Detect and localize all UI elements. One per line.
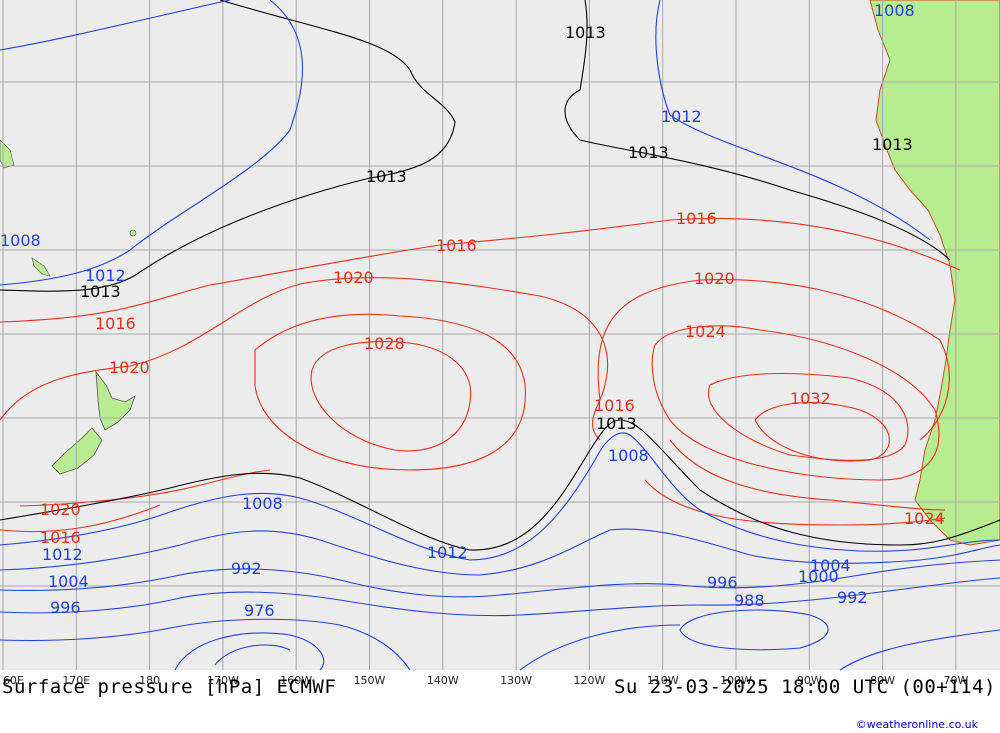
isobars-1013 <box>0 0 1000 551</box>
isobar-label: 1012 <box>85 266 126 285</box>
isobar-label: 1004 <box>810 556 851 575</box>
credit-link[interactable]: ©weatheronline.co.uk <box>855 718 978 731</box>
isobar-label: 1016 <box>594 396 635 415</box>
isobar-label: 1013 <box>628 143 669 162</box>
longitude-label: 60E <box>3 674 24 687</box>
longitude-labels: 60E 170E 180 170W 160W 150W 140W 130W 120W 110W 10… <box>3 674 968 687</box>
isobar-label: 996 <box>50 598 81 617</box>
longitude-label: 180 <box>139 674 160 687</box>
isobar-label: 1012 <box>427 543 468 562</box>
isobar-label: 1008 <box>0 231 41 250</box>
longitude-label: 170E <box>62 674 90 687</box>
isobar-labels: 1013 1013 1013 1013 1013 1013 1016 1016 … <box>0 1 945 620</box>
isobar-label: 1020 <box>694 269 735 288</box>
isobar-label: 1016 <box>40 528 81 547</box>
longitude-label: 130W <box>500 674 532 687</box>
chart-title: Surface pressure [hPa] ECMWF <box>2 676 337 698</box>
longitude-label: 90W <box>797 674 822 687</box>
isobar-label: 1020 <box>333 268 374 287</box>
isobar-label: 1032 <box>790 389 831 408</box>
isobar-label: 1024 <box>685 322 726 341</box>
valid-time: Su 23-03-2025 18:00 UTC (00+114) <box>613 676 996 698</box>
isobar-label: 976 <box>244 601 275 620</box>
isobar-label: 992 <box>837 588 868 607</box>
longitude-label: 100W <box>720 674 752 687</box>
isobar-label: 1012 <box>42 545 83 564</box>
isobar-label: 1013 <box>596 414 637 433</box>
isobar-label: 1008 <box>874 1 915 20</box>
longitude-label: 140W <box>427 674 459 687</box>
isobar-label: 988 <box>734 591 765 610</box>
isobar-label: 1028 <box>364 334 405 353</box>
isobar-label: 1004 <box>48 572 89 591</box>
isobars-low <box>0 0 1000 671</box>
isobar-label: 1020 <box>109 358 150 377</box>
isobar-label: 1016 <box>436 236 477 255</box>
isobar-label: 992 <box>231 559 262 578</box>
isobar-label: 1024 <box>904 509 945 528</box>
isobar-label: 996 <box>707 573 738 592</box>
isobar-label: 1013 <box>80 282 121 301</box>
isobars-high <box>0 217 961 533</box>
lat-lon-grid <box>0 0 1000 670</box>
map-ocean <box>0 0 1000 670</box>
isobar-label: 1013 <box>565 23 606 42</box>
longitude-label: 150W <box>354 674 386 687</box>
isobar-label: 1016 <box>95 314 136 333</box>
longitude-label: 120W <box>573 674 605 687</box>
isobar-label: 1008 <box>242 494 283 513</box>
isobar-label: 1000 <box>798 567 839 586</box>
longitude-label: 170W <box>207 674 239 687</box>
longitude-label: 160W <box>280 674 312 687</box>
isobar-label: 1008 <box>608 446 649 465</box>
isobar-label: 1013 <box>872 135 913 154</box>
isobar-label: 1012 <box>661 107 702 126</box>
isobar-label: 1020 <box>40 500 81 519</box>
isobar-label: 1013 <box>366 167 407 186</box>
longitude-label: 70W <box>943 674 968 687</box>
longitude-label: 110W <box>647 674 679 687</box>
longitude-label: 80W <box>870 674 895 687</box>
isobar-label: 1016 <box>676 209 717 228</box>
